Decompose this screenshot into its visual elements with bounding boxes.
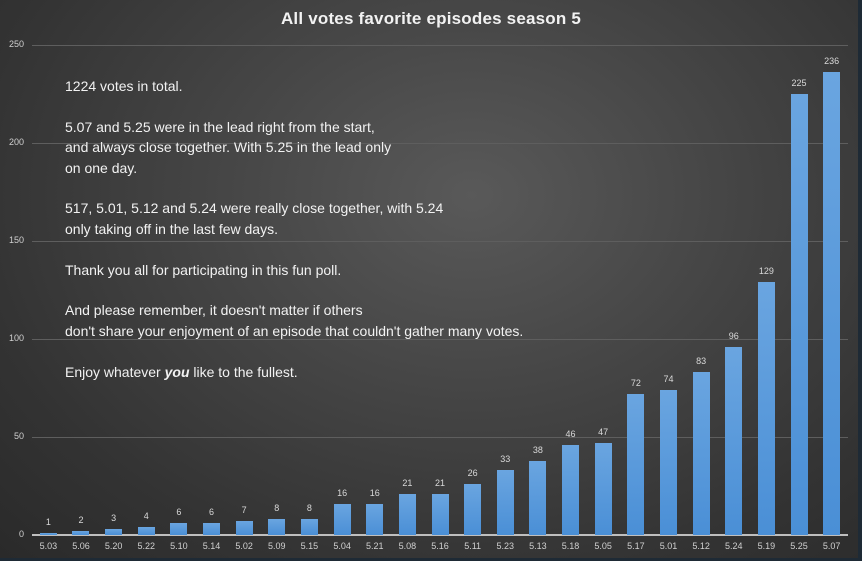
x-tick-label: 5.24 xyxy=(724,541,743,551)
y-tick-label: 50 xyxy=(13,431,24,441)
value-label: 21 xyxy=(402,477,413,488)
bar-5.16 xyxy=(431,493,449,535)
bar-5.01 xyxy=(659,389,677,535)
x-axis-line xyxy=(32,534,848,536)
bar-5.10 xyxy=(170,523,188,535)
plot-area: 0 50 100 150 200 250 1 5.03 2 5.06 3 5.20 4 5.22 6 5.10… xyxy=(9,39,848,551)
annotation-emphasis: you xyxy=(164,363,190,380)
bar-5.05 xyxy=(594,442,612,535)
x-tick-label: 5.17 xyxy=(627,541,645,551)
x-tick-label: 5.22 xyxy=(137,541,155,551)
value-label: 8 xyxy=(274,503,280,514)
x-tick-label: 5.06 xyxy=(72,541,90,551)
value-label: 26 xyxy=(467,468,478,479)
x-tick-label: 5.21 xyxy=(365,541,384,551)
value-label: 96 xyxy=(728,330,739,341)
bar-5.11 xyxy=(464,484,482,535)
x-tick-label: 5.01 xyxy=(659,541,678,551)
x-tick-label: 5.05 xyxy=(594,541,612,551)
bar-5.03 xyxy=(39,533,57,535)
bar-5.14 xyxy=(203,523,221,535)
bar-5.18 xyxy=(562,444,580,535)
y-tick-label: 200 xyxy=(8,137,24,147)
bar-5.13 xyxy=(529,460,547,535)
x-tick-label: 5.20 xyxy=(104,541,123,551)
value-label: 129 xyxy=(758,266,774,277)
y-tick-label: 0 xyxy=(18,529,24,539)
annotation-text: 1224 votes in total. 5.07 and 5.25 were … xyxy=(65,76,625,402)
value-label: 6 xyxy=(209,507,215,518)
bar-5.17 xyxy=(627,393,645,535)
bar-5.22 xyxy=(137,527,155,535)
bar-5.19 xyxy=(757,282,775,535)
x-tick-label: 5.02 xyxy=(235,541,253,551)
value-label: 16 xyxy=(337,487,348,498)
y-tick-label: 250 xyxy=(8,39,24,49)
value-label: 236 xyxy=(824,56,840,67)
bar-5.12 xyxy=(692,372,710,535)
annotation-total-votes: 1224 votes in total. xyxy=(65,78,183,94)
x-tick-label: 5.10 xyxy=(170,541,188,551)
x-tick-label: 5.15 xyxy=(300,541,319,551)
x-tick-label: 5.12 xyxy=(692,541,710,551)
value-label: 6 xyxy=(176,507,182,518)
bar-5.02 xyxy=(235,521,253,535)
value-label: 4 xyxy=(143,511,149,522)
chart-title: All votes favorite episodes season 5 xyxy=(280,9,582,28)
x-tick-label: 5.03 xyxy=(39,541,58,551)
value-label: 16 xyxy=(369,487,380,498)
x-tick-label: 5.14 xyxy=(202,541,221,551)
gridline xyxy=(32,143,848,144)
bar-5.09 xyxy=(268,519,286,535)
x-tick-label: 5.07 xyxy=(822,541,841,551)
value-label: 225 xyxy=(791,78,807,88)
x-tick-label: 5.04 xyxy=(333,541,351,551)
gridline xyxy=(32,241,848,242)
value-label: 7 xyxy=(241,505,247,516)
value-label: 1 xyxy=(45,517,51,528)
value-label: 47 xyxy=(598,426,609,437)
bar-5.06 xyxy=(72,531,90,535)
value-label: 21 xyxy=(434,477,445,488)
value-label: 3 xyxy=(111,513,117,524)
x-tick-label: 5.13 xyxy=(529,541,547,551)
annotation-reminder: And please remember, it doesn't matter i… xyxy=(65,302,524,339)
bar-5.21 xyxy=(366,503,384,535)
y-tick-label: 100 xyxy=(8,333,24,343)
x-tick-label: 5.09 xyxy=(268,541,286,551)
value-label: 8 xyxy=(306,503,312,514)
bar-5.07 xyxy=(823,72,841,535)
value-label: 38 xyxy=(532,444,543,455)
annotation-leaders: 5.07 and 5.25 were in the lead right fro… xyxy=(65,118,392,176)
bar-5.04 xyxy=(333,503,351,535)
bar-5.24 xyxy=(725,346,743,535)
annotation-thanks: Thank you all for participating in this … xyxy=(65,261,342,278)
annotation-close-group: 517, 5.01, 5.12 and 5.24 were really clo… xyxy=(65,200,444,237)
bar-5.15 xyxy=(300,519,318,535)
value-label: 33 xyxy=(500,454,511,465)
x-tick-label: 5.16 xyxy=(431,541,449,551)
x-tick-label: 5.08 xyxy=(398,541,417,551)
y-tick-label: 150 xyxy=(8,235,24,245)
value-label: 74 xyxy=(663,373,674,384)
x-tick-label: 5.25 xyxy=(790,541,808,551)
x-tick-label: 5.19 xyxy=(757,541,776,551)
gridline xyxy=(32,339,848,340)
bar-5.08 xyxy=(398,493,416,535)
value-label: 83 xyxy=(696,356,707,367)
gridline xyxy=(32,437,848,438)
bar-5.20 xyxy=(105,529,123,535)
value-label: 46 xyxy=(565,428,576,439)
annotation-enjoy: Enjoy whatever you like to the fullest. xyxy=(65,363,298,380)
value-label: 72 xyxy=(630,377,641,388)
x-tick-label: 5.23 xyxy=(496,541,515,551)
bar-5.23 xyxy=(496,470,514,535)
bar-5.25 xyxy=(790,94,808,535)
gridline xyxy=(32,45,848,46)
x-tick-label: 5.11 xyxy=(464,541,482,551)
value-label: 2 xyxy=(78,515,84,526)
x-tick-label: 5.18 xyxy=(561,541,580,551)
